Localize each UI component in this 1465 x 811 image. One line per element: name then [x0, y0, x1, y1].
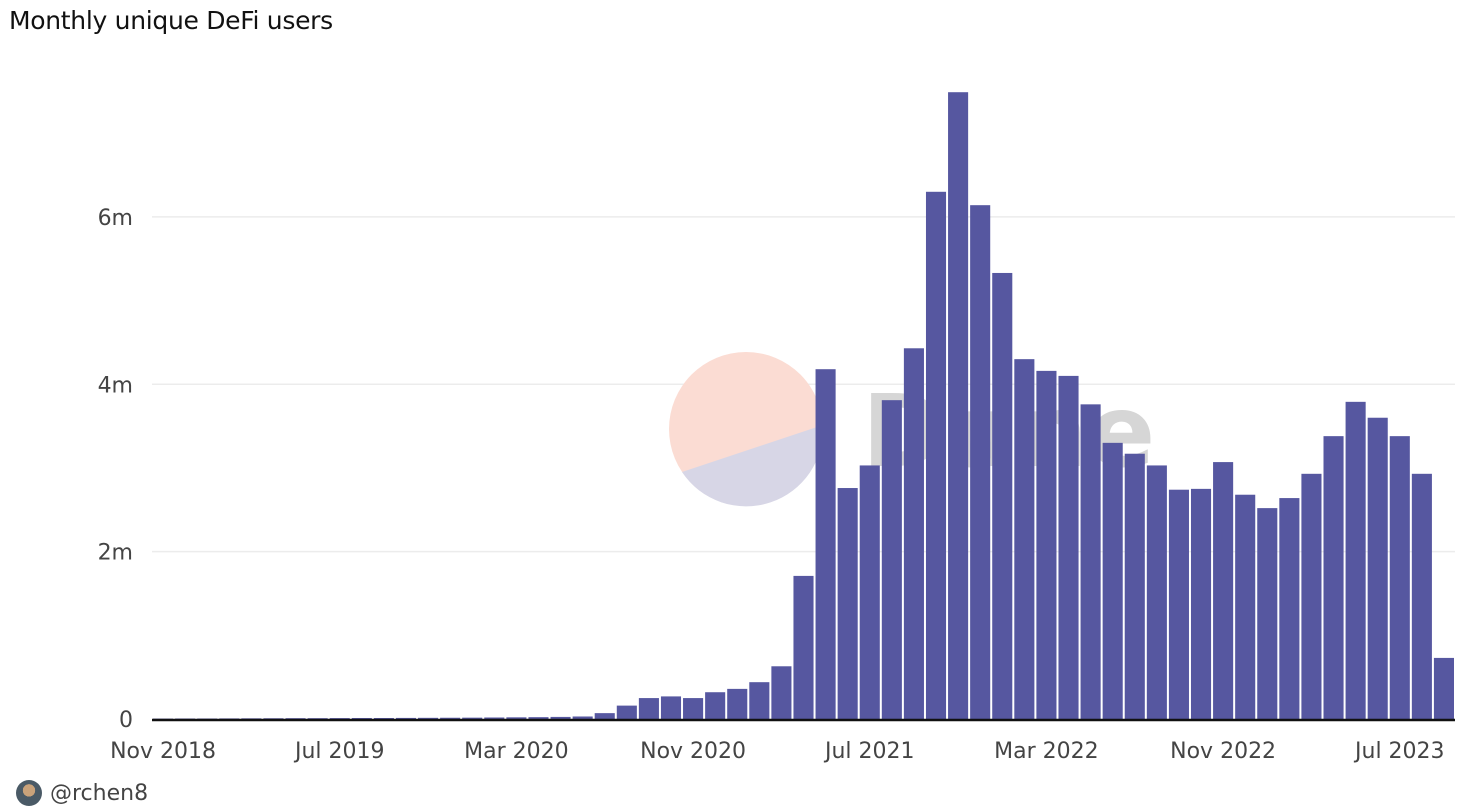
footer: @rchen8: [16, 780, 148, 806]
bar-nov-2021: [948, 92, 969, 719]
avatar: [16, 780, 42, 806]
bar-feb-2020: [484, 717, 505, 719]
author-handle: @rchen8: [50, 780, 149, 806]
bar-jun-2021: [837, 488, 858, 719]
bar-may-2020: [550, 716, 571, 719]
bar-apr-2023: [1323, 436, 1344, 719]
bar-may-2022: [1080, 404, 1101, 719]
y-tick-label: 4m: [98, 373, 133, 398]
bar-jul-2019: [329, 718, 350, 720]
bar-feb-2021: [749, 682, 770, 719]
bar-aug-2023: [1411, 473, 1432, 719]
bar-jan-2020: [462, 717, 483, 719]
bar-sep-2021: [903, 348, 924, 719]
bar-oct-2021: [925, 191, 947, 719]
bar-dec-2020: [705, 692, 726, 719]
bar-sep-2023: [1433, 657, 1454, 719]
bar-sep-2020: [638, 698, 659, 719]
bar-apr-2022: [1058, 375, 1079, 719]
bar-aug-2020: [616, 705, 637, 719]
bar-jul-2022: [1124, 453, 1145, 719]
bar-jan-2021: [727, 688, 748, 719]
bar-mar-2023: [1301, 473, 1322, 719]
x-tick-label: Jul 2023: [1353, 739, 1445, 764]
bar-jan-2022: [992, 272, 1013, 719]
bar-feb-2022: [1014, 359, 1035, 719]
bar-jun-2022: [1102, 442, 1123, 719]
bar-may-2021: [815, 369, 836, 719]
x-tick-label: Mar 2020: [464, 739, 569, 764]
bar-feb-2023: [1279, 498, 1300, 719]
bar-dec-2021: [970, 205, 991, 719]
chart-title: Monthly unique DeFi users: [9, 6, 333, 35]
y-tick-label: 0: [119, 708, 133, 733]
x-tick-label: Jul 2019: [293, 739, 385, 764]
x-tick-label: Nov 2022: [1170, 739, 1276, 764]
bar-jul-2020: [594, 713, 615, 719]
bar-aug-2022: [1146, 465, 1167, 719]
bar-nov-2022: [1213, 462, 1234, 719]
bar-oct-2020: [660, 696, 682, 719]
bar-jan-2023: [1257, 508, 1278, 719]
x-tick-label: Nov 2018: [110, 739, 216, 764]
bar-jun-2023: [1367, 417, 1388, 719]
y-tick-label: 6m: [98, 206, 133, 231]
bar-may-2019: [285, 718, 306, 720]
bar-jul-2023: [1389, 436, 1410, 719]
bar-dec-2022: [1235, 494, 1256, 719]
bar-mar-2022: [1036, 370, 1057, 719]
bar-sep-2022: [1168, 489, 1189, 719]
bar-apr-2021: [793, 575, 814, 719]
bar-apr-2020: [528, 717, 549, 719]
bar-jun-2020: [572, 716, 593, 719]
bar-oct-2019: [395, 717, 417, 719]
x-tick-label: Jul 2021: [823, 739, 915, 764]
x-axis-ticks: Nov 2018 Jul 2019 Mar 2020 Nov 2020 Jul 2021…: [110, 739, 1444, 764]
y-tick-label: 2m: [98, 541, 133, 566]
bar-jul-2021: [859, 465, 880, 719]
bar-aug-2021: [881, 400, 902, 719]
bar-apr-2019: [263, 718, 284, 720]
bar-nov-2020: [683, 698, 704, 719]
bar-mar-2021: [771, 666, 792, 719]
bar-dec-2019: [440, 717, 461, 719]
y-axis-ticks: 0 2m 4m 6m: [98, 206, 133, 733]
bar-nov-2019: [418, 717, 439, 719]
bar-jun-2019: [307, 718, 328, 720]
bars: [153, 92, 1454, 720]
bar-oct-2022: [1190, 488, 1212, 719]
bar-may-2023: [1345, 401, 1366, 719]
x-tick-label: Nov 2020: [640, 739, 746, 764]
bar-aug-2019: [351, 717, 372, 719]
x-tick-label: Mar 2022: [994, 739, 1099, 764]
bar-mar-2020: [506, 717, 527, 719]
dune-logo-wedge: [682, 425, 824, 507]
bar-sep-2019: [373, 717, 394, 719]
